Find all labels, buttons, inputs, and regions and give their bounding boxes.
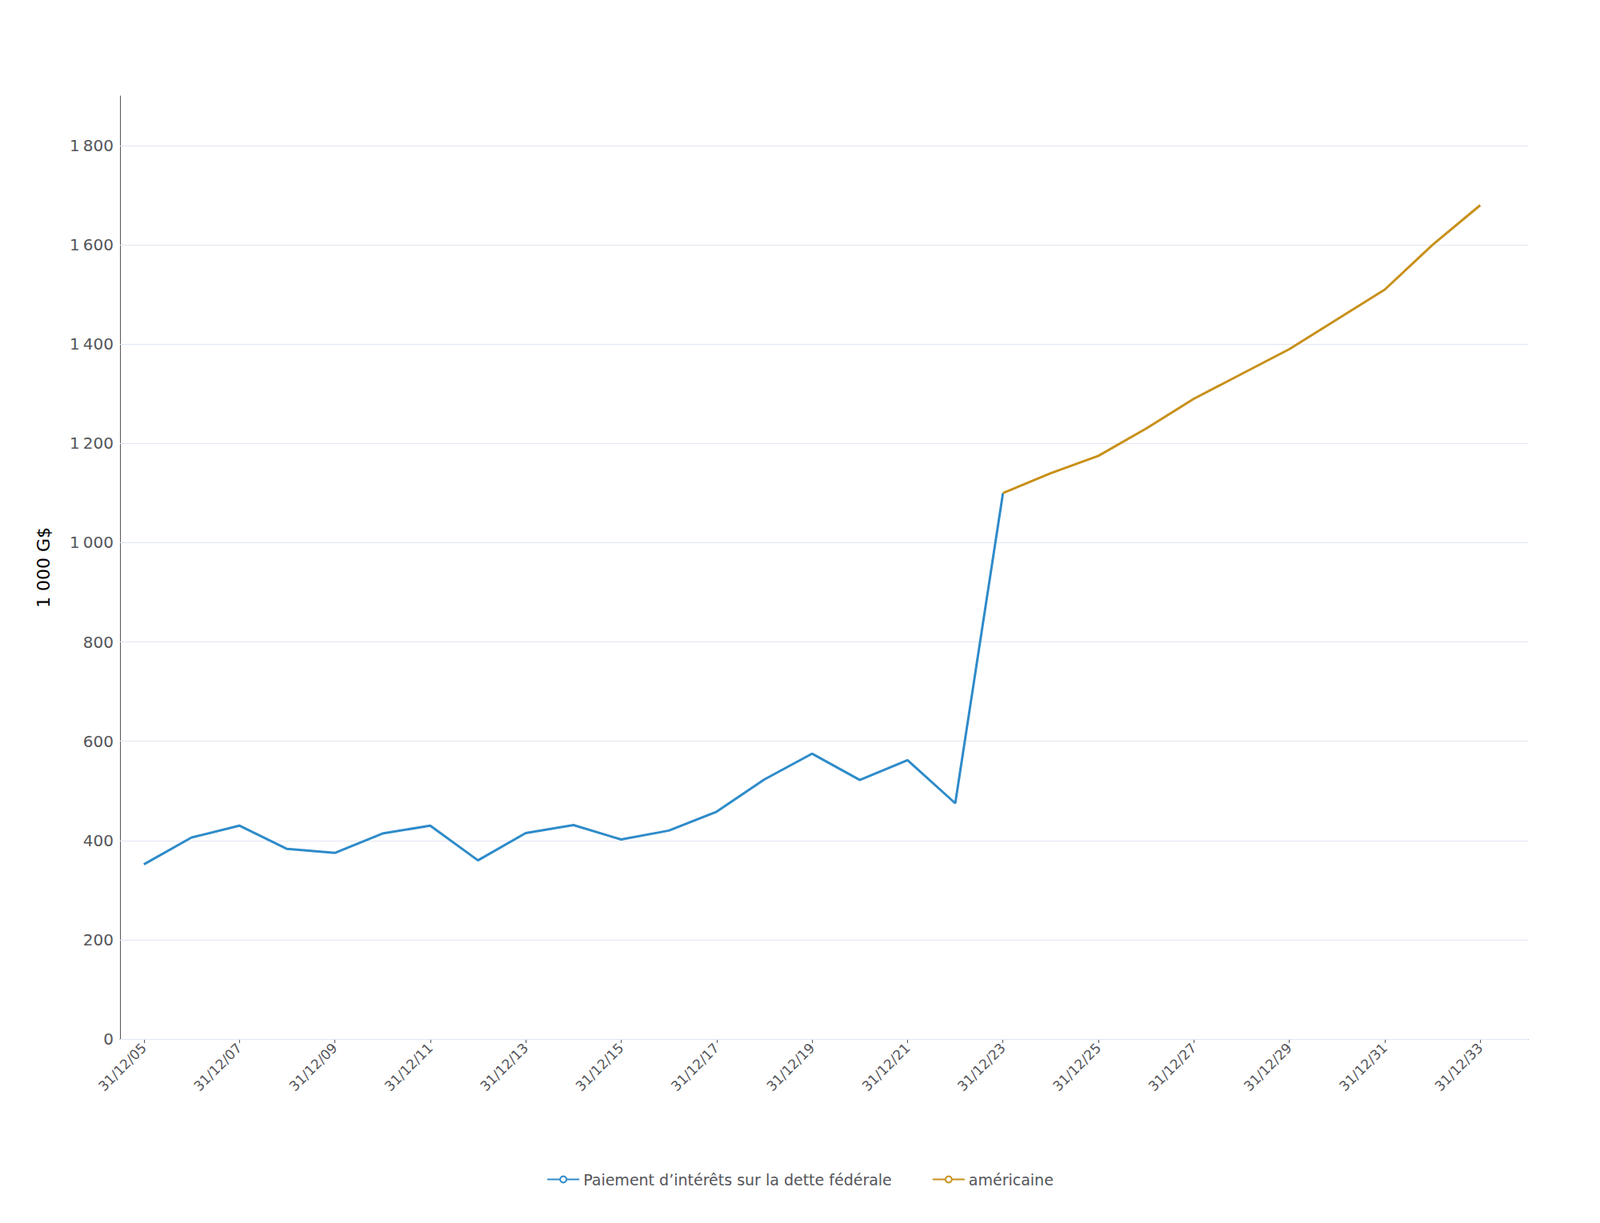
svg-text:800: 800 <box>83 632 114 652</box>
svg-text:1 000 G$: 1 000 G$ <box>33 527 54 608</box>
svg-text:1 400: 1 400 <box>69 334 114 354</box>
svg-text:31/12/27: 31/12/27 <box>1144 1040 1200 1095</box>
svg-text:600: 600 <box>83 732 114 752</box>
svg-text:31/12/11: 31/12/11 <box>381 1040 436 1095</box>
svg-text:31/12/15: 31/12/15 <box>572 1040 627 1095</box>
svg-text:31/12/05: 31/12/05 <box>95 1040 150 1095</box>
svg-text:200: 200 <box>83 930 114 950</box>
svg-text:1 800: 1 800 <box>69 136 114 156</box>
svg-text:31/12/23: 31/12/23 <box>954 1040 1009 1095</box>
svg-text:31/12/09: 31/12/09 <box>285 1040 340 1095</box>
svg-text:31/12/31: 31/12/31 <box>1336 1040 1391 1095</box>
svg-text:0: 0 <box>103 1029 114 1049</box>
svg-text:américaine: américaine <box>968 1171 1054 1189</box>
svg-text:31/12/33: 31/12/33 <box>1431 1040 1486 1095</box>
svg-text:31/12/17: 31/12/17 <box>668 1040 723 1095</box>
svg-text:31/12/21: 31/12/21 <box>858 1040 913 1095</box>
svg-text:31/12/19: 31/12/19 <box>763 1040 818 1095</box>
svg-text:Paiement d’intérêts sur la det: Paiement d’intérêts sur la dette fédéral… <box>583 1171 892 1189</box>
svg-text:31/12/13: 31/12/13 <box>476 1040 532 1095</box>
svg-text:400: 400 <box>83 831 114 851</box>
svg-text:31/12/29: 31/12/29 <box>1240 1040 1296 1095</box>
svg-text:1 600: 1 600 <box>69 235 114 255</box>
svg-text:31/12/07: 31/12/07 <box>190 1040 245 1095</box>
svg-text:1 000: 1 000 <box>69 532 114 552</box>
svg-text:31/12/25: 31/12/25 <box>1049 1040 1104 1095</box>
svg-text:1 200: 1 200 <box>69 433 114 453</box>
